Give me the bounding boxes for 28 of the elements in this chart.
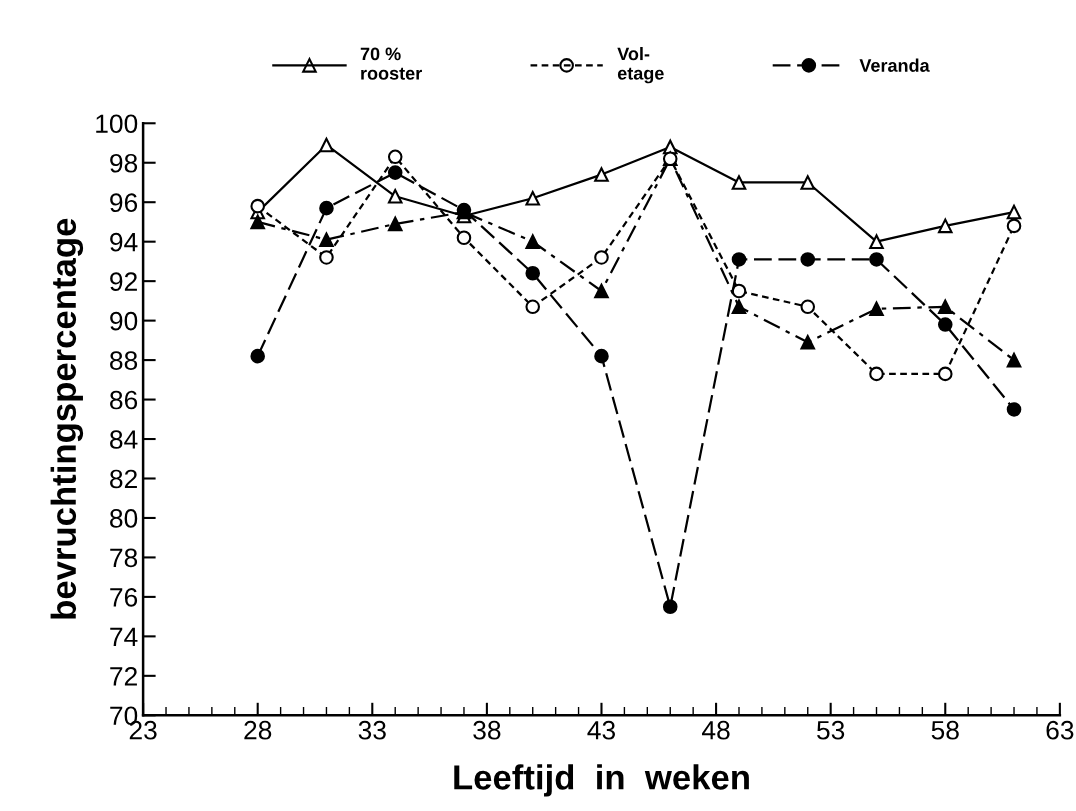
legend-label: Veranda (859, 58, 930, 72)
x-tick-label: 33 (358, 720, 386, 740)
x-tick-label: 53 (817, 720, 845, 740)
y-tick-label: 86 (110, 390, 138, 410)
legend-label: 70 % rooster (360, 47, 422, 80)
y-tick-label: 90 (110, 311, 138, 331)
y-tick-label: 84 (110, 430, 138, 449)
y-tick-label: 82 (110, 469, 137, 489)
y-tick-label: 80 (110, 509, 138, 528)
y-tick-label: 78 (110, 548, 138, 568)
y-tick-label: 92 (110, 272, 137, 291)
x-axis-title: Leeftijd in weken (454, 764, 749, 797)
legend-label: Vol- etage (617, 46, 664, 84)
y-tick-label: 74 (110, 627, 138, 646)
x-tick-label: 58 (931, 720, 959, 740)
x-tick-label: 43 (587, 720, 615, 740)
x-tick-label: 63 (1046, 720, 1074, 740)
x-tick-label: 38 (473, 720, 501, 740)
y-tick-label: 94 (110, 232, 138, 252)
y-tick-label: 76 (110, 588, 138, 607)
y-tick-label: 100 (96, 114, 138, 134)
y-tick-label: 88 (110, 351, 138, 370)
x-tick-label: 48 (702, 720, 730, 740)
x-tick-label: 28 (244, 720, 272, 740)
y-tick-label: 98 (110, 153, 138, 173)
y-axis-title: bevruchtingspercentage (50, 218, 84, 619)
y-tick-label: 96 (110, 193, 138, 213)
y-tick-label: 72 (110, 666, 137, 686)
